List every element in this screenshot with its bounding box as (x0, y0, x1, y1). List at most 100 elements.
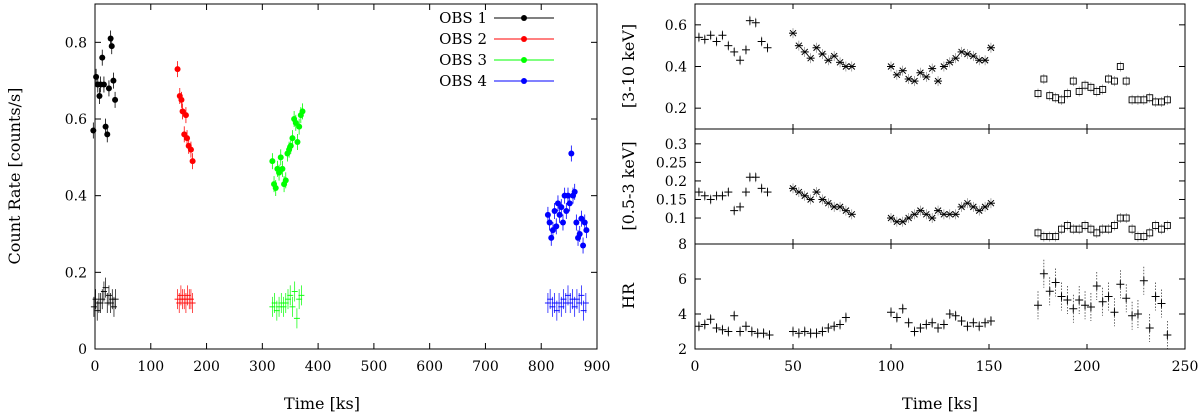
y-tick-label: 0.25 (656, 155, 687, 171)
x-tick-label: 900 (584, 359, 611, 375)
data-point (299, 108, 306, 115)
y-tick-label: 0.2 (665, 101, 687, 117)
y-tick-label: 0.2 (65, 265, 87, 281)
legend-marker (521, 57, 527, 63)
data-point-d2 (975, 56, 983, 64)
data-point-d2 (940, 210, 948, 218)
y-tick-label: 0.4 (665, 60, 687, 76)
data-point (1110, 77, 1118, 85)
y-tick-label: 4 (678, 307, 687, 323)
data-point-d2 (934, 207, 942, 214)
data-point (289, 135, 296, 142)
y-tick-label: 0.6 (665, 18, 687, 34)
data-point (1075, 88, 1083, 95)
x-tick-label: 150 (976, 359, 1003, 375)
data-point-d2 (922, 73, 930, 81)
x-tick-label: 200 (1074, 359, 1101, 375)
data-point-d2 (964, 50, 971, 58)
legend-label: OBS 3 (439, 51, 487, 69)
legend-label: OBS 4 (439, 72, 487, 90)
x-tick-label: 500 (361, 359, 388, 375)
y-tick-label: 8 (678, 237, 687, 253)
energy-band-ticks: 0.2 0.4 0.6 0.1 0.15 0.2 0.25 0.3 2 4 6 8 0 50 100 150 2… (656, 4, 1198, 375)
y-tick-label: 0.6 (65, 112, 87, 128)
data-point-d2 (922, 210, 930, 218)
data-point (90, 127, 97, 134)
data-point (99, 54, 106, 61)
y-tick-label: 6 (678, 272, 687, 288)
data-point-d2 (842, 63, 850, 70)
soft-band-y-axis-label: [0.5-3 keV] (619, 141, 638, 230)
data-point-d2 (952, 54, 960, 62)
x-tick-label: 100 (137, 359, 164, 375)
data-point (182, 112, 189, 119)
y-tick-label: 2 (678, 342, 687, 358)
data-point (174, 66, 181, 73)
data-point (1087, 225, 1095, 233)
data-point-d2 (958, 203, 965, 211)
data-point-d2 (842, 207, 850, 214)
count-rate-x-axis-label: Time [ks] (284, 394, 360, 413)
data-point-d2 (824, 56, 832, 64)
y-tick-label: 0.3 (665, 137, 687, 153)
y-tick-label: 0.4 (65, 189, 87, 205)
data-point (1034, 90, 1042, 98)
energy-band-marks (694, 15, 1172, 349)
data-point (1099, 85, 1107, 93)
x-tick-label: 100 (878, 359, 905, 375)
data-point (556, 211, 563, 218)
data-point (583, 227, 590, 234)
legend-marker (521, 36, 527, 42)
data-point-d2 (789, 185, 797, 192)
data-point-d2 (801, 192, 809, 200)
data-point-d2 (899, 67, 907, 75)
data-point-d2 (946, 58, 954, 66)
data-point-d2 (830, 203, 838, 211)
y-tick-label: 0.15 (656, 192, 687, 208)
data-point-d2 (987, 199, 995, 207)
data-point (287, 142, 294, 149)
data-point (1081, 222, 1089, 229)
data-point (568, 150, 575, 157)
data-point (1128, 225, 1136, 233)
data-point-d2 (795, 188, 803, 196)
data-point (184, 135, 191, 142)
hard-band-y-axis-label: [3-10 keV] (619, 24, 638, 108)
count-rate-y-axis-label: Count Rate [counts/s] (5, 88, 24, 265)
data-point-d2 (813, 188, 820, 196)
data-point (546, 219, 553, 226)
x-tick-label: 400 (305, 359, 332, 375)
data-point (187, 146, 194, 153)
x-tick-label: 800 (528, 359, 555, 375)
data-point-d2 (848, 63, 856, 70)
data-point (1058, 225, 1065, 233)
y-tick-label: 0 (78, 342, 87, 358)
data-point (279, 165, 286, 172)
x-tick-label: 600 (416, 359, 443, 375)
y-tick-label: 0.1 (665, 211, 687, 227)
data-point (580, 242, 587, 249)
data-point (294, 139, 301, 145)
x-tick-label: 0 (91, 359, 100, 375)
data-point (544, 211, 551, 218)
data-point (1093, 229, 1101, 237)
count-rate-chart: 0 100 200 300 400 500 600 700 800 900 0 0.2 0.4 0.6 0.… (5, 3, 611, 413)
data-point (269, 158, 276, 165)
data-point-d2 (946, 210, 954, 218)
data-point (1063, 90, 1071, 98)
data-point (189, 158, 196, 165)
data-point (1052, 233, 1060, 241)
legend-label: OBS 1 (439, 9, 487, 27)
hr-panel-frame (694, 243, 1186, 350)
data-point-d2 (928, 65, 936, 72)
data-point (1122, 214, 1130, 222)
data-point (105, 85, 112, 92)
x-tick-label: 200 (193, 359, 220, 375)
hr-y-axis-label: HR (619, 282, 638, 309)
data-point (1034, 229, 1042, 237)
data-point (571, 188, 578, 195)
data-point-d2 (887, 214, 895, 222)
legend: OBS 1 OBS 2 OBS 3 OBS 4 (439, 9, 554, 90)
data-point-d2 (848, 210, 856, 218)
data-point-d2 (911, 210, 918, 218)
